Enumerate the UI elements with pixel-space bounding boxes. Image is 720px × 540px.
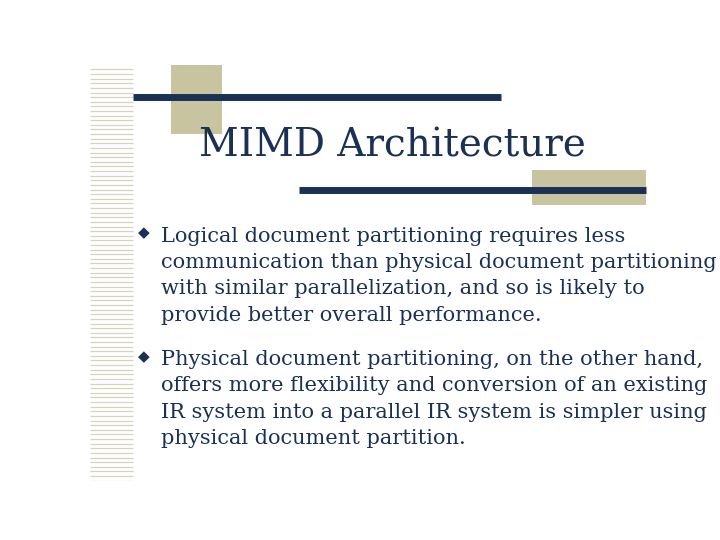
- Text: Physical document partitioning, on the other hand,
offers more flexibility and c: Physical document partitioning, on the o…: [161, 350, 708, 448]
- Text: ◆: ◆: [138, 226, 150, 240]
- Text: Logical document partitioning requires less
communication than physical document: Logical document partitioning requires l…: [161, 226, 717, 325]
- Bar: [171, 61, 222, 134]
- Bar: [532, 170, 647, 205]
- Text: MIMD Architecture: MIMD Architecture: [199, 127, 585, 164]
- Text: ◆: ◆: [138, 350, 150, 364]
